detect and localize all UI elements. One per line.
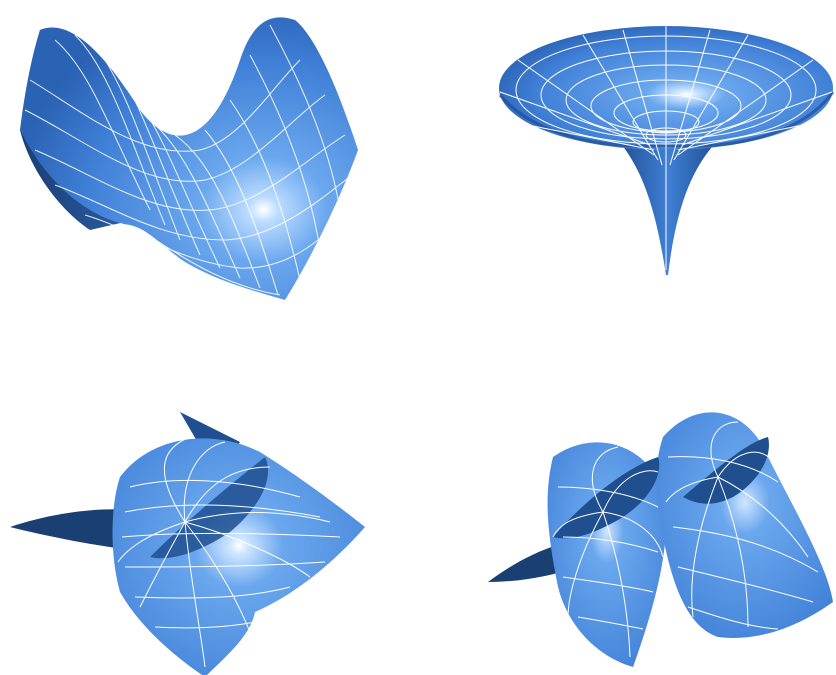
twisted-surface [10,412,365,675]
twisted-surface-panel [0,337,418,675]
saddle-surface-body [20,17,358,300]
double-twisted-surface [488,412,833,667]
twisted-surface-body [112,438,365,675]
funnel-stem [618,140,718,275]
twisted-inner-fold [150,457,269,559]
double-twisted-surface-panel [418,337,836,675]
saddle-mesh [24,24,353,296]
twisted-mesh [117,436,341,668]
double-twisted-mesh [552,421,819,658]
double-right-fold [683,437,769,504]
double-left-fold [553,457,660,539]
saddle-surface [20,17,358,300]
saddle-surface-panel [0,0,418,337]
funnel-surface-panel [418,0,836,337]
funnel-surface [498,26,835,275]
double-right-lobe [656,412,833,638]
funnel-mesh [499,26,833,270]
